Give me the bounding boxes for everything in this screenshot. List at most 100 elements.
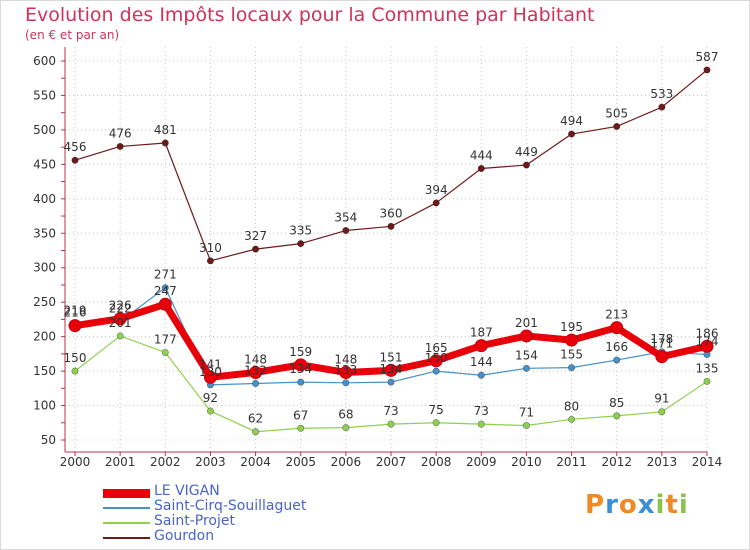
point-saint-cirq-souillaguet-2007 [387, 378, 395, 386]
data-label-saint-cirq-souillaguet-2013: 178 [650, 332, 673, 346]
x-tick-label: 2007 [376, 455, 407, 469]
point-saint-cirq-souillaguet-2008 [432, 367, 440, 375]
data-label-saint-cirq-souillaguet-2011: 155 [560, 348, 583, 362]
data-label-gourdon-2008: 394 [425, 183, 448, 197]
logo-letter: x [637, 490, 656, 520]
data-label-saint-cirq-souillaguet-2005: 134 [289, 362, 312, 376]
chart-title: Evolution des Impôts locaux pour la Comm… [25, 4, 595, 26]
data-label-saint-cirq-souillaguet-2010: 154 [515, 348, 538, 362]
data-label-gourdon-2010: 449 [515, 145, 538, 159]
data-label-saint-projet-2007: 73 [383, 404, 398, 418]
point-le-vigan-2011 [565, 333, 579, 347]
data-label-gourdon-2003: 310 [199, 241, 222, 255]
point-saint-projet-2010 [522, 422, 530, 430]
point-gourdon-2001 [116, 142, 124, 150]
legend-swatch-le-vigan [103, 488, 150, 498]
point-saint-projet-2012 [613, 412, 621, 420]
point-le-vigan-2012 [610, 321, 624, 335]
point-saint-projet-2003 [206, 407, 214, 415]
data-label-saint-projet-2005: 67 [293, 408, 308, 422]
x-tick-label: 2008 [421, 455, 452, 469]
x-tick-label: 2014 [692, 455, 723, 469]
data-label-le-vigan-2007: 151 [380, 350, 403, 364]
point-saint-projet-2001 [116, 332, 124, 340]
data-label-saint-projet-2006: 68 [338, 408, 353, 422]
point-gourdon-2000 [71, 156, 79, 164]
point-saint-projet-2011 [568, 415, 576, 423]
point-saint-cirq-souillaguet-2010 [522, 364, 530, 372]
point-saint-projet-2006 [342, 424, 350, 432]
point-gourdon-2009 [477, 164, 485, 172]
point-saint-cirq-souillaguet-2009 [477, 371, 485, 379]
data-label-le-vigan-2002: 247 [154, 284, 177, 298]
point-gourdon-2014 [703, 66, 711, 74]
y-tick-label: 350 [33, 226, 56, 240]
x-tick-label: 2001 [105, 455, 136, 469]
data-label-saint-projet-2013: 91 [654, 392, 669, 406]
point-gourdon-2006 [342, 227, 350, 235]
data-label-saint-projet-2001: 201 [109, 316, 132, 330]
logo-letter: o [618, 490, 638, 520]
point-saint-projet-2002 [161, 348, 169, 356]
data-label-le-vigan-2006: 148 [334, 352, 357, 366]
logo-letter: i [655, 490, 666, 520]
logo-letter: i [678, 490, 689, 520]
data-label-le-vigan-2010: 201 [515, 316, 538, 330]
data-label-saint-projet-2002: 177 [154, 332, 177, 346]
point-le-vigan-2005 [294, 358, 308, 372]
data-label-saint-cirq-souillaguet-2009: 144 [470, 355, 493, 369]
point-gourdon-2002 [161, 139, 169, 147]
point-le-vigan-2008 [429, 354, 443, 368]
y-tick-label: 500 [33, 123, 56, 137]
x-tick-label: 2013 [647, 455, 678, 469]
point-gourdon-2003 [206, 257, 214, 265]
legend-swatch-saint-projet [103, 522, 150, 524]
point-saint-projet-2009 [477, 420, 485, 428]
data-label-saint-projet-2004: 62 [248, 412, 263, 426]
data-label-gourdon-2014: 587 [696, 50, 719, 64]
legend-label-le-vigan: LE VIGAN [154, 483, 220, 499]
data-label-saint-cirq-souillaguet-2006: 133 [334, 363, 357, 377]
point-le-vigan-2001 [113, 312, 127, 326]
logo-letter: P [585, 490, 606, 520]
x-tick-label: 2006 [331, 455, 362, 469]
y-tick-label: 250 [33, 295, 56, 309]
data-label-le-vigan-2003: 141 [199, 357, 222, 371]
data-label-le-vigan-2009: 187 [470, 326, 493, 340]
point-saint-cirq-souillaguet-2012 [613, 356, 621, 364]
legend-label-saint-cirq-souillaguet: Saint-Cirq-Souillaguet [154, 498, 307, 514]
y-tick-label: 450 [33, 157, 56, 171]
point-saint-cirq-souillaguet-2011 [568, 364, 576, 372]
data-label-saint-cirq-souillaguet-2008: 150 [425, 351, 448, 365]
data-label-le-vigan-2004: 148 [244, 352, 267, 366]
x-tick-label: 2003 [195, 455, 226, 469]
data-label-le-vigan-2012: 213 [605, 308, 628, 322]
point-saint-projet-2004 [252, 428, 260, 436]
x-tick-label: 2004 [240, 455, 271, 469]
point-saint-cirq-souillaguet-2002 [161, 284, 169, 292]
data-label-le-vigan-2005: 159 [289, 345, 312, 359]
point-gourdon-2008 [432, 199, 440, 207]
data-label-saint-cirq-souillaguet-2007: 134 [380, 362, 403, 376]
data-label-gourdon-2000: 456 [64, 140, 87, 154]
point-gourdon-2010 [522, 161, 530, 169]
point-saint-projet-2007 [387, 420, 395, 428]
y-tick-label: 50 [41, 433, 56, 447]
data-label-saint-projet-2014: 135 [696, 361, 719, 375]
data-label-le-vigan-2001: 226 [109, 299, 132, 313]
data-label-le-vigan-2011: 195 [560, 320, 583, 334]
y-tick-label: 200 [33, 330, 56, 344]
proxiti-logo: Proxiti [585, 490, 689, 520]
chart-subtitle: (en € et par an) [25, 28, 120, 42]
data-label-saint-projet-2008: 75 [429, 403, 444, 417]
point-saint-projet-2008 [432, 419, 440, 427]
point-saint-cirq-souillaguet-2004 [252, 379, 260, 387]
legend-swatch-gourdon [103, 537, 150, 539]
point-le-vigan-2014 [700, 339, 714, 353]
data-label-gourdon-2011: 494 [560, 114, 583, 128]
data-label-le-vigan-2008: 165 [425, 341, 448, 355]
y-tick-label: 100 [33, 399, 56, 413]
point-gourdon-2011 [568, 130, 576, 138]
point-gourdon-2005 [297, 240, 305, 248]
point-saint-projet-2005 [297, 424, 305, 432]
